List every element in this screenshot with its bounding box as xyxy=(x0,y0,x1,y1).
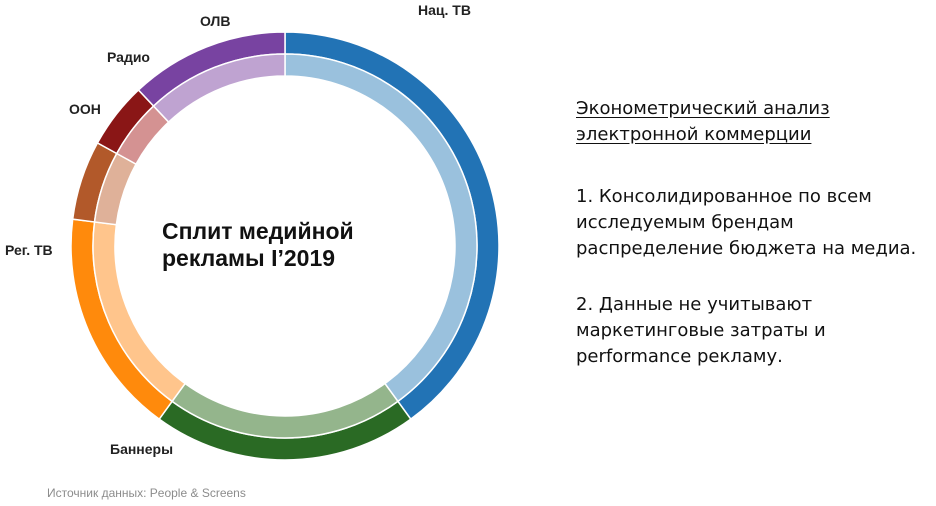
side-point-1-line-2: исследуемым брендам xyxy=(576,212,794,233)
side-point-2-line-1: 2. Данные не учитывают xyxy=(576,294,813,315)
side-heading-line-1: Эконометрический анализ xyxy=(576,98,830,119)
side-point-1: 1. Консолидированное по всем исследуемым… xyxy=(576,184,931,262)
side-heading: Эконометрический анализ электронной комм… xyxy=(576,96,931,148)
label-ooh: ООН xyxy=(69,101,101,117)
donut-chart xyxy=(70,31,500,461)
side-point-1-line-3: распределение бюджета на медиа. xyxy=(576,238,917,259)
data-source-note: Источник данных: People & Screens xyxy=(47,486,246,500)
side-point-2: 2. Данные не учитывают маркетинговые зат… xyxy=(576,292,931,370)
label-bannery: Баннеры xyxy=(110,441,174,457)
side-point-1-line-1: 1. Консолидированное по всем xyxy=(576,186,872,207)
side-heading-line-2: электронной коммерции xyxy=(576,124,812,145)
chart-title: Сплит медийной рекламы I’2019 xyxy=(162,218,354,271)
side-point-2-line-3: performance рекламу. xyxy=(576,346,783,367)
side-point-2-line-2: маркетинговые затраты и xyxy=(576,320,826,341)
side-panel: Эконометрический анализ электронной комм… xyxy=(576,96,931,400)
label-reg-tv: Рег. ТВ xyxy=(5,242,53,258)
label-radio: Радио xyxy=(107,49,150,65)
label-nats-tv: Нац. ТВ xyxy=(418,2,471,18)
label-olv: ОЛВ xyxy=(200,13,231,29)
donut-slice-inner-5 xyxy=(152,53,286,124)
